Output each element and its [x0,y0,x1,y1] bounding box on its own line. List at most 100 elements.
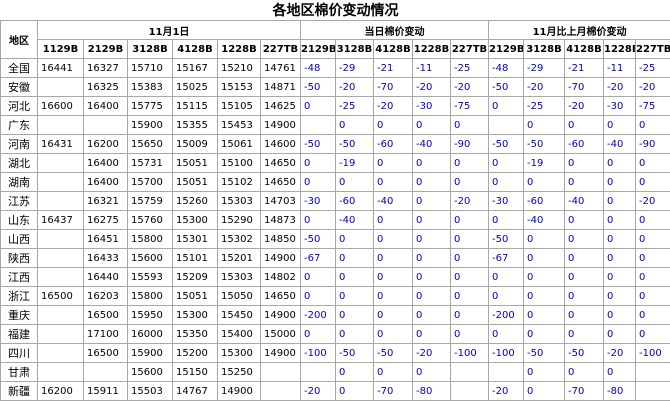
price-cell: 15303 [217,267,261,287]
daily-change-cell [450,381,489,401]
region: 甘肃 [0,362,38,382]
price-cell [83,115,128,135]
daily-change-cell: -40 [412,134,451,154]
monthly-change-cell [488,115,524,135]
monthly-change-cell: 0 [523,324,565,344]
price-cell: 14802 [260,267,301,287]
data-row: 江苏 16321 15759 15260 15303 14703 -30 -60 -40 0 -20… [0,191,670,211]
daily-change-cell: -50 [335,134,374,154]
daily-change-cell: 0 [335,248,374,268]
region: 陕西 [0,248,38,268]
column-header: 1228B [412,39,451,59]
monthly-change-cell: -100 [634,343,670,363]
daily-change-cell: -70 [373,381,413,401]
monthly-change-cell: -20 [488,381,524,401]
region: 浙江 [0,286,38,306]
title-row: 各地区棉价变动情况 [1,0,670,21]
monthly-change-cell: 0 [634,286,670,306]
region: 山西 [0,229,38,249]
price-cell: 16325 [83,77,128,97]
monthly-change-cell [634,362,670,382]
monthly-change-cell: 0 [564,305,604,325]
daily-change-cell: 0 [373,248,413,268]
price-cell: 15710 [127,58,173,78]
monthly-change-cell: 0 [523,305,565,325]
monthly-change-cell: 0 [564,286,604,306]
monthly-change-cell: -21 [564,58,604,78]
daily-change-cell: 0 [412,305,451,325]
monthly-change-cell: -90 [634,134,670,154]
monthly-change-cell: -60 [523,191,565,211]
price-cell: 16200 [83,134,128,154]
daily-change-cell: 0 [412,172,451,192]
monthly-change-cell: 0 [634,305,670,325]
daily-change-cell: -20 [300,381,336,401]
monthly-change-cell: 0 [634,115,670,135]
monthly-change-cell: -70 [564,77,604,97]
daily-change-cell: -20 [335,77,374,97]
price-cell [37,305,84,325]
monthly-change-cell: 0 [523,115,565,135]
price-cell: 15383 [127,77,173,97]
price-cell: 15000 [260,324,301,344]
price-cell [37,172,84,192]
monthly-change-cell: 0 [564,267,604,287]
daily-change-cell: -29 [335,58,374,78]
daily-change-cell: 0 [412,191,451,211]
monthly-change-cell: 0 [564,362,604,382]
monthly-change-cell: -80 [603,381,636,401]
price-cell: 15759 [127,191,173,211]
group-header: 11月比上月棉价变动 [487,20,670,40]
daily-change-cell: 0 [450,153,489,173]
price-cell: 15593 [127,267,173,287]
data-row: 河南 16431 16200 15650 15009 15061 14600 -50 -50 -6… [0,134,670,154]
price-cell: 15775 [127,96,173,116]
monthly-change-cell: 0 [603,324,636,344]
data-row: 河北 16600 16400 15775 15115 15105 14625 0 -25 -20-… [0,96,670,116]
monthly-change-cell: 0 [564,172,604,192]
daily-change-cell: -60 [335,191,374,211]
daily-change-cell: 0 [335,381,374,401]
daily-change-cell: 0 [335,324,374,344]
daily-change-cell: 0 [300,324,336,344]
column-header: 1228B [217,39,261,59]
column-header: 4128B [373,39,413,59]
region: 江西 [0,267,38,287]
daily-change-cell: -20 [412,77,451,97]
daily-change-cell: -50 [300,229,336,249]
column-header: 227TB [260,39,301,59]
price-cell: 14703 [260,191,301,211]
monthly-change-cell: 0 [523,362,565,382]
price-cell: 16437 [37,210,84,230]
daily-change-cell: -75 [450,96,489,116]
subheader-row: 1129B 2129B 3128B 4128B 1228B 227TB 2129B 3128B… [1,39,670,59]
daily-change-cell: -60 [373,134,413,154]
monthly-change-cell: -20 [634,77,670,97]
monthly-change-cell: 0 [523,248,565,268]
price-cell [37,248,84,268]
daily-change-cell: -50 [373,343,413,363]
price-cell: 17100 [83,324,128,344]
monthly-change-cell: -20 [523,77,565,97]
monthly-change-cell: 0 [634,210,670,230]
daily-change-cell: 0 [450,248,489,268]
daily-change-cell: -90 [450,134,489,154]
daily-change-cell: 0 [450,286,489,306]
monthly-change-cell: -29 [523,58,565,78]
price-cell [37,343,84,363]
daily-change-cell: 0 [373,324,413,344]
price-cell: 15453 [217,115,261,135]
data-row: 重庆 16500 15950 15300 15450 14900 -200 0 0 0 0 -200 0… [0,305,670,325]
monthly-change-cell: 0 [603,305,636,325]
price-cell: 16440 [83,267,128,287]
monthly-change-cell: 0 [634,324,670,344]
price-cell: 14900 [260,343,301,363]
price-cell: 15300 [172,305,218,325]
monthly-change-cell: -40 [523,210,565,230]
daily-change-cell [300,362,336,382]
monthly-change-cell: -25 [523,96,565,116]
monthly-change-cell: 0 [603,191,636,211]
monthly-change-cell: -100 [488,343,524,363]
price-cell [37,77,84,97]
